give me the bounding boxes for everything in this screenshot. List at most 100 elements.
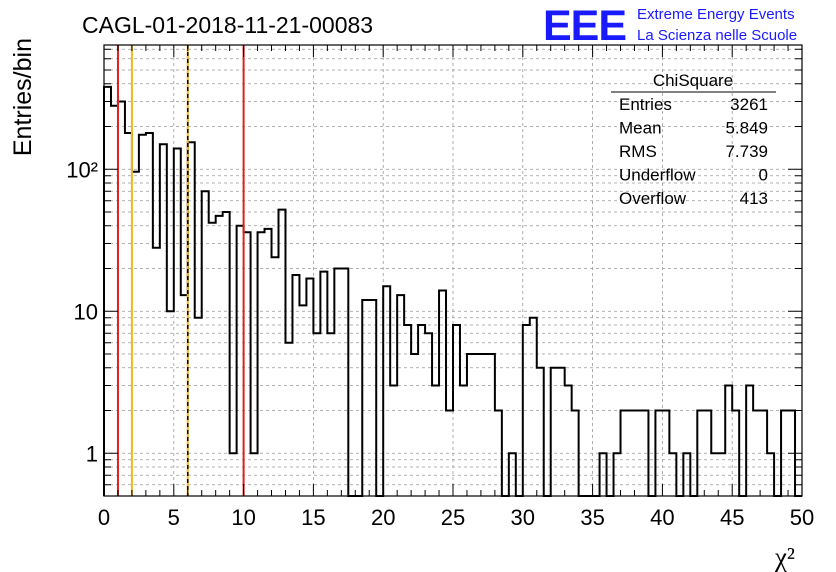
histogram-bin <box>306 279 313 496</box>
histogram-bin <box>432 386 439 496</box>
histogram-bin <box>279 210 286 496</box>
x-tick-label: 50 <box>790 505 814 530</box>
y-tick-label: 10² <box>66 157 98 182</box>
histogram-bin <box>272 257 279 496</box>
brand-line-1: Extreme Energy Events <box>637 6 795 23</box>
histogram-bin <box>209 223 216 496</box>
histogram-bin <box>460 386 467 496</box>
stats-value: 0 <box>759 166 768 185</box>
y-axis-label: Entries/bin <box>9 38 37 156</box>
histogram-bin <box>362 300 369 496</box>
histogram-bin <box>418 325 425 496</box>
histogram-bin <box>767 453 774 496</box>
histogram-bin <box>390 386 397 496</box>
histogram-bin <box>565 386 572 496</box>
x-tick-label: 40 <box>650 505 674 530</box>
histogram-bin <box>641 411 648 496</box>
histogram-bin <box>202 191 209 496</box>
histogram-bin <box>711 453 718 496</box>
histogram-bin <box>509 453 516 496</box>
x-axis-label: χ² <box>774 542 795 572</box>
stats-value: 413 <box>740 189 768 208</box>
histogram-bin <box>341 269 348 496</box>
stats-label: Entries <box>619 95 672 114</box>
histogram-bin <box>397 295 404 496</box>
histogram-bin <box>404 325 411 496</box>
x-tick-label: 30 <box>511 505 535 530</box>
histogram-bin <box>530 318 537 496</box>
histogram-bin <box>146 133 153 496</box>
histogram-bin <box>474 354 481 496</box>
histogram-bin <box>558 368 565 496</box>
histogram-bin <box>125 133 132 496</box>
histogram-bin <box>320 272 327 496</box>
histogram-bin <box>104 87 111 496</box>
stats-label: Mean <box>619 119 662 138</box>
histogram-bin <box>251 453 258 496</box>
axes: 0 5 10 15 20 25 30 35 40 45 50 1 10 10² <box>66 44 814 530</box>
histogram-bin <box>600 453 607 496</box>
histogram-bin <box>313 333 320 496</box>
histogram-bin <box>732 411 739 496</box>
run-title: CAGL-01-2018-11-21-00083 <box>82 12 373 38</box>
histogram-bin <box>551 368 558 496</box>
histogram-bin <box>753 411 760 496</box>
histogram-bin <box>725 386 732 496</box>
x-tick-label: 15 <box>301 505 325 530</box>
histogram-bin <box>139 135 146 496</box>
histogram-bin <box>188 142 195 496</box>
histogram-bin <box>425 333 432 496</box>
stats-value: 3261 <box>730 95 768 114</box>
histogram-bin <box>669 453 676 496</box>
histogram-bin <box>118 102 125 496</box>
histogram-bin <box>697 411 704 496</box>
y-tick-label: 1 <box>86 441 98 466</box>
histogram-bin <box>369 300 376 496</box>
histogram-bin <box>614 453 621 496</box>
histogram-bin <box>132 172 139 496</box>
brand-line-2: La Scienza nelle Scuole <box>637 27 797 44</box>
histogram-bin <box>327 333 334 496</box>
histogram-bin <box>265 229 272 496</box>
histogram-bin <box>111 106 118 496</box>
histogram-bin <box>634 411 641 496</box>
y-tick-label: 10 <box>74 299 98 324</box>
histogram-bin <box>446 411 453 496</box>
histogram-bin <box>453 325 460 496</box>
x-tick-label: 35 <box>580 505 604 530</box>
x-tick-label: 20 <box>371 505 395 530</box>
histogram-bin <box>174 149 181 496</box>
x-tick-label: 45 <box>720 505 744 530</box>
histogram-bin <box>572 411 579 496</box>
x-tick-label: 25 <box>441 505 465 530</box>
stats-value: 5.849 <box>725 119 768 138</box>
histogram-bin <box>153 248 160 496</box>
stats-label: Overflow <box>619 189 687 208</box>
histogram-bin <box>621 411 628 496</box>
histogram-bin <box>704 411 711 496</box>
histogram-bin <box>488 354 495 496</box>
histogram-bin <box>299 305 306 496</box>
histogram-bin <box>411 354 418 496</box>
histogram-bin <box>746 386 753 496</box>
histogram-bin <box>537 368 544 496</box>
histogram-bin <box>258 232 265 496</box>
histogram-bin <box>285 343 292 496</box>
x-tick-label: 5 <box>168 505 180 530</box>
histogram-bin <box>439 291 446 496</box>
histogram-bin <box>160 144 167 496</box>
histogram-bin <box>781 411 788 496</box>
histogram-bin <box>223 212 230 496</box>
histogram-bin <box>237 226 244 496</box>
cut-lines <box>116 45 245 496</box>
histogram-bin <box>195 318 202 496</box>
stats-value: 7.739 <box>725 142 768 161</box>
stats-label: Underflow <box>619 166 696 185</box>
histogram-bin <box>244 232 251 496</box>
x-tick-label: 10 <box>231 505 255 530</box>
eee-logo: EEE <box>543 2 626 50</box>
histogram-bin <box>718 453 725 496</box>
stats-label: RMS <box>619 142 657 161</box>
